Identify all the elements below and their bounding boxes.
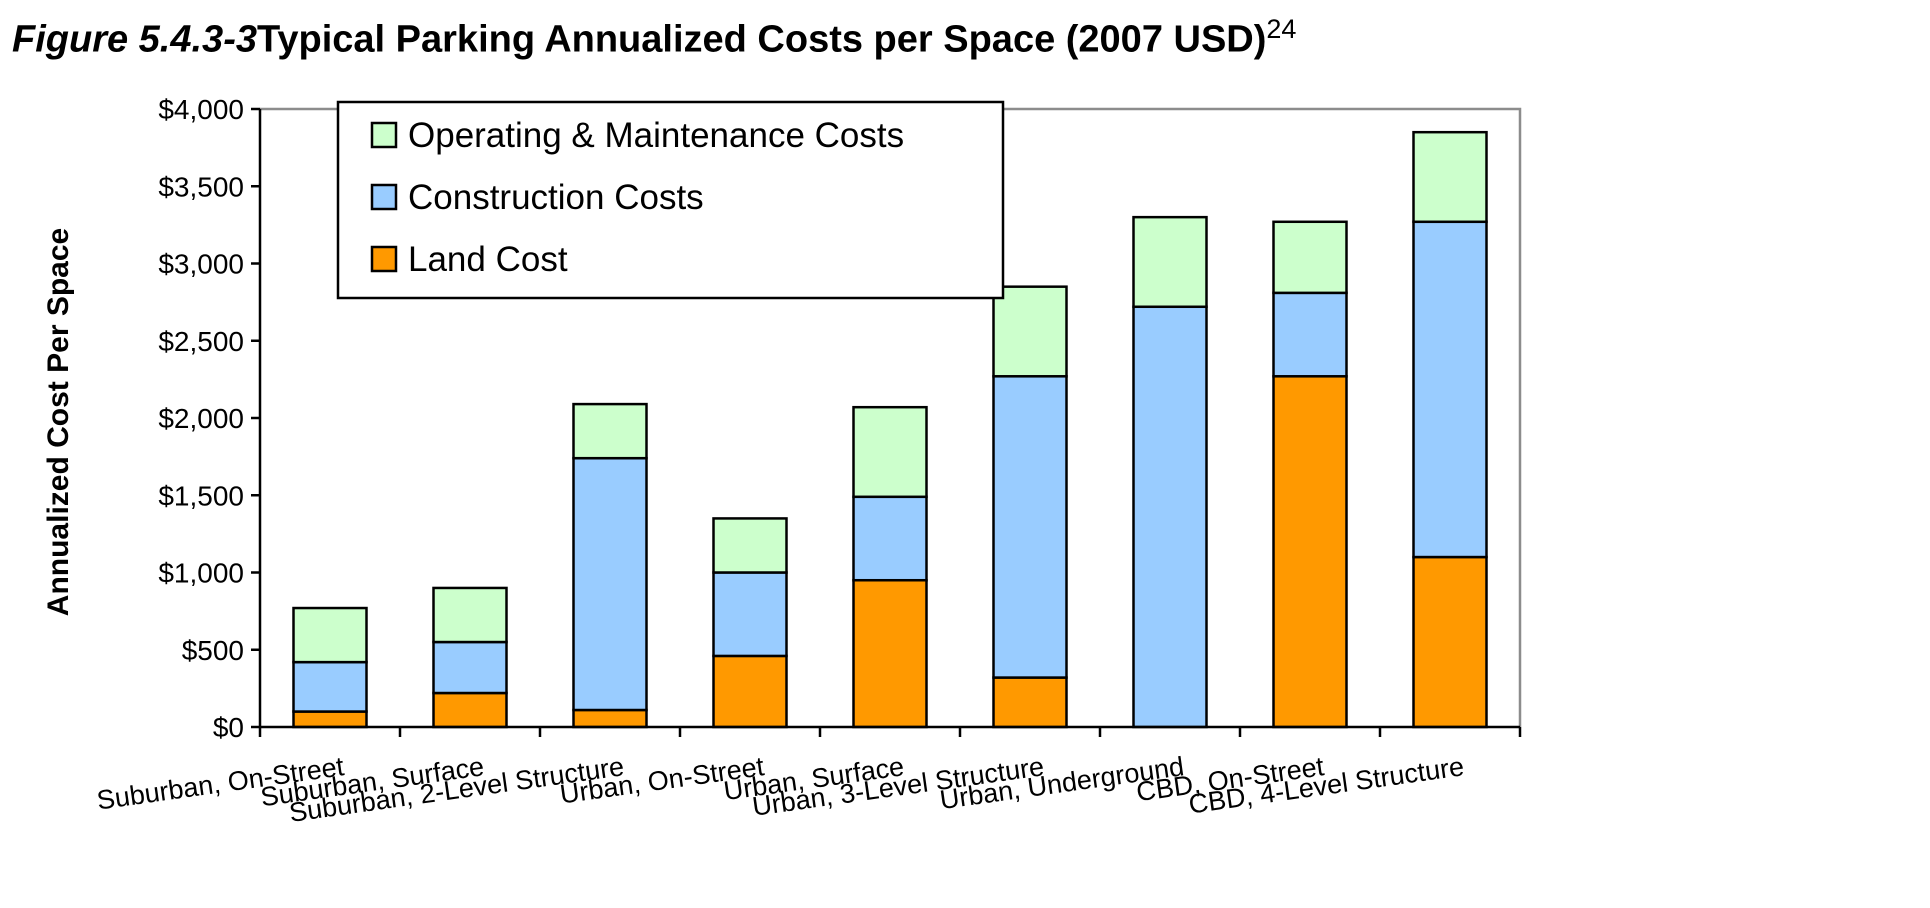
legend-label-land-cost: Land Cost — [408, 240, 568, 279]
bar-land-cost — [992, 676, 1068, 729]
figure-title-text: Typical Parking Annualized Costs per Spa… — [256, 18, 1267, 61]
y-tick-label: $500 — [182, 635, 244, 666]
y-axis-label: Annualized Cost Per Space — [42, 228, 75, 616]
y-tick-label: $0 — [213, 712, 244, 743]
bar-construction-costs — [432, 640, 508, 695]
bar-operating-and-maintenance-costs — [572, 402, 648, 460]
y-tick-label: $1,500 — [158, 480, 244, 511]
bar-land-cost — [1272, 375, 1348, 729]
legend-label-operating-and-maintenance-costs: Operating & Maintenance Costs — [408, 116, 904, 155]
bar-land-cost — [1412, 555, 1488, 729]
bar-land-cost — [432, 691, 508, 729]
bar-land-cost — [572, 708, 648, 729]
bar-operating-and-maintenance-costs — [992, 285, 1068, 378]
bar-operating-and-maintenance-costs — [292, 606, 368, 664]
bar-land-cost — [852, 578, 928, 729]
y-tick-label: $4,000 — [158, 94, 244, 125]
bar-construction-costs — [1132, 305, 1208, 729]
bar-operating-and-maintenance-costs — [1132, 215, 1208, 309]
figure-title: Figure 5.4.3-3Typical Parking Annualized… — [12, 14, 1296, 62]
legend-box — [336, 100, 1005, 300]
footnote-marker: 24 — [1266, 14, 1297, 44]
y-tick-label: $2,000 — [158, 403, 244, 434]
y-tick-label: $3,000 — [158, 249, 244, 280]
bar-construction-costs — [1272, 291, 1348, 378]
legend-label-construction-costs: Construction Costs — [408, 178, 704, 217]
legend-swatch-construction-costs — [370, 183, 398, 211]
bar-land-cost — [292, 710, 368, 729]
bar-operating-and-maintenance-costs — [1272, 220, 1348, 295]
legend-swatch-operating-and-maintenance-costs — [370, 121, 398, 149]
bar-land-cost — [712, 654, 788, 729]
bar-operating-and-maintenance-costs — [1412, 130, 1488, 224]
bar-construction-costs — [992, 375, 1068, 679]
bar-operating-and-maintenance-costs — [432, 586, 508, 644]
bar-construction-costs — [1412, 220, 1488, 559]
y-tick-label: $3,500 — [158, 171, 244, 202]
bar-construction-costs — [852, 495, 928, 582]
figure-number: Figure 5.4.3-3 — [12, 18, 257, 61]
legend-swatch-land-cost — [370, 245, 398, 273]
x-tick-label: CBD, 4-Level Structure — [1187, 751, 1466, 819]
bar-operating-and-maintenance-costs — [852, 405, 928, 499]
bar-construction-costs — [712, 571, 788, 658]
bar-construction-costs — [572, 456, 648, 712]
bar-construction-costs — [292, 660, 368, 713]
y-tick-label: $1,000 — [158, 558, 244, 589]
bar-operating-and-maintenance-costs — [712, 517, 788, 574]
y-tick-label: $2,500 — [158, 326, 244, 357]
